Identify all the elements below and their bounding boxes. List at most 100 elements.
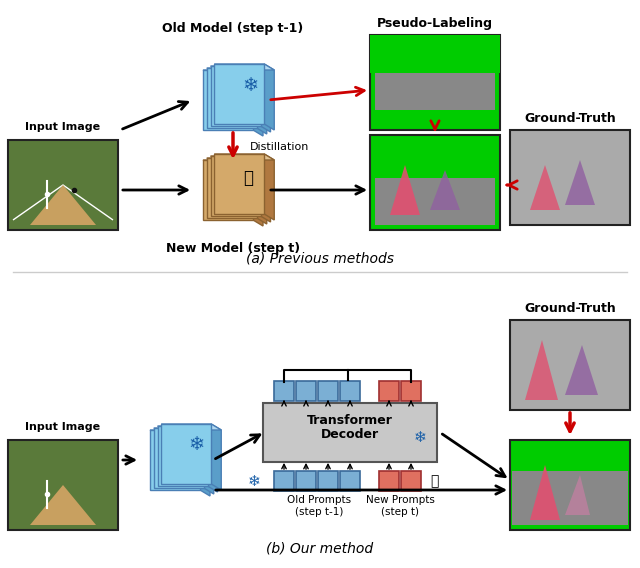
- Polygon shape: [253, 160, 263, 226]
- Polygon shape: [264, 64, 275, 130]
- Bar: [161, 424, 211, 484]
- Polygon shape: [565, 345, 598, 395]
- Bar: [512, 471, 628, 525]
- FancyArrowPatch shape: [566, 413, 574, 431]
- Polygon shape: [565, 160, 595, 205]
- Bar: [203, 160, 253, 220]
- Polygon shape: [30, 485, 96, 525]
- Polygon shape: [530, 465, 560, 520]
- FancyArrowPatch shape: [282, 464, 286, 469]
- Bar: [211, 156, 260, 216]
- FancyArrowPatch shape: [387, 464, 391, 469]
- Polygon shape: [214, 64, 275, 70]
- FancyBboxPatch shape: [340, 471, 360, 491]
- Polygon shape: [154, 428, 214, 434]
- Text: 🔥: 🔥: [430, 474, 438, 488]
- Polygon shape: [203, 70, 263, 76]
- FancyArrowPatch shape: [348, 402, 352, 406]
- Polygon shape: [525, 340, 558, 400]
- Bar: [211, 66, 260, 126]
- Text: New Model (step t): New Model (step t): [166, 241, 300, 254]
- Polygon shape: [30, 185, 96, 225]
- FancyArrowPatch shape: [304, 402, 308, 406]
- Text: Input Image: Input Image: [26, 122, 100, 132]
- Text: ❄: ❄: [247, 474, 260, 488]
- FancyArrowPatch shape: [271, 186, 364, 194]
- FancyBboxPatch shape: [401, 471, 421, 491]
- Polygon shape: [150, 430, 210, 436]
- Polygon shape: [257, 68, 267, 134]
- Bar: [207, 68, 257, 128]
- Text: New Prompts
(step t): New Prompts (step t): [365, 495, 435, 517]
- Polygon shape: [253, 70, 263, 136]
- FancyArrowPatch shape: [409, 464, 413, 469]
- FancyBboxPatch shape: [318, 471, 338, 491]
- FancyArrowPatch shape: [326, 464, 330, 469]
- FancyBboxPatch shape: [263, 403, 437, 462]
- Text: Ground-Truth: Ground-Truth: [524, 112, 616, 125]
- Bar: [375, 178, 495, 225]
- FancyArrowPatch shape: [348, 464, 352, 469]
- Bar: [370, 35, 500, 130]
- Polygon shape: [161, 424, 221, 430]
- Text: Transformer
Decoder: Transformer Decoder: [307, 414, 393, 441]
- Text: Old Model (step t-1): Old Model (step t-1): [163, 22, 303, 35]
- Bar: [214, 154, 264, 214]
- Bar: [8, 440, 118, 530]
- FancyBboxPatch shape: [296, 381, 316, 401]
- Polygon shape: [257, 158, 267, 224]
- Polygon shape: [214, 154, 275, 160]
- FancyBboxPatch shape: [318, 381, 338, 401]
- FancyArrowPatch shape: [409, 402, 413, 406]
- Polygon shape: [260, 66, 271, 132]
- Polygon shape: [264, 154, 275, 220]
- FancyArrowPatch shape: [216, 486, 504, 494]
- Text: (b) Our method: (b) Our method: [266, 541, 374, 555]
- FancyBboxPatch shape: [379, 471, 399, 491]
- Text: ❄: ❄: [242, 76, 258, 94]
- Bar: [510, 440, 630, 530]
- FancyArrowPatch shape: [326, 402, 330, 406]
- Text: (a) Previous methods: (a) Previous methods: [246, 251, 394, 265]
- Polygon shape: [530, 165, 560, 210]
- Text: Pseudo-Labeling: Pseudo-Labeling: [377, 17, 493, 30]
- Polygon shape: [390, 165, 420, 215]
- Polygon shape: [565, 475, 590, 515]
- FancyBboxPatch shape: [296, 471, 316, 491]
- FancyBboxPatch shape: [340, 381, 360, 401]
- Polygon shape: [207, 68, 267, 74]
- Bar: [157, 426, 207, 486]
- FancyBboxPatch shape: [401, 381, 421, 401]
- Polygon shape: [211, 424, 221, 490]
- FancyArrowPatch shape: [216, 435, 260, 459]
- Bar: [8, 140, 118, 230]
- Bar: [375, 40, 495, 110]
- FancyArrowPatch shape: [271, 87, 364, 100]
- FancyArrowPatch shape: [123, 186, 187, 194]
- FancyArrowPatch shape: [304, 464, 308, 469]
- Polygon shape: [211, 156, 271, 162]
- Bar: [154, 428, 204, 488]
- FancyBboxPatch shape: [379, 381, 399, 401]
- Bar: [207, 158, 257, 218]
- Bar: [214, 64, 264, 124]
- Bar: [203, 70, 253, 130]
- Polygon shape: [211, 66, 271, 72]
- FancyArrowPatch shape: [282, 402, 286, 406]
- Polygon shape: [430, 170, 460, 210]
- FancyBboxPatch shape: [274, 471, 294, 491]
- Text: ❄: ❄: [413, 430, 426, 445]
- FancyArrowPatch shape: [123, 456, 134, 464]
- FancyArrowPatch shape: [123, 102, 188, 129]
- Polygon shape: [204, 428, 214, 494]
- Bar: [370, 135, 500, 230]
- Polygon shape: [207, 158, 267, 164]
- FancyArrowPatch shape: [431, 121, 439, 130]
- FancyArrowPatch shape: [507, 181, 517, 189]
- Polygon shape: [203, 160, 263, 166]
- Polygon shape: [207, 426, 218, 492]
- Text: Ground-Truth: Ground-Truth: [524, 302, 616, 315]
- Polygon shape: [260, 156, 271, 222]
- Bar: [510, 130, 630, 225]
- Bar: [370, 35, 500, 73]
